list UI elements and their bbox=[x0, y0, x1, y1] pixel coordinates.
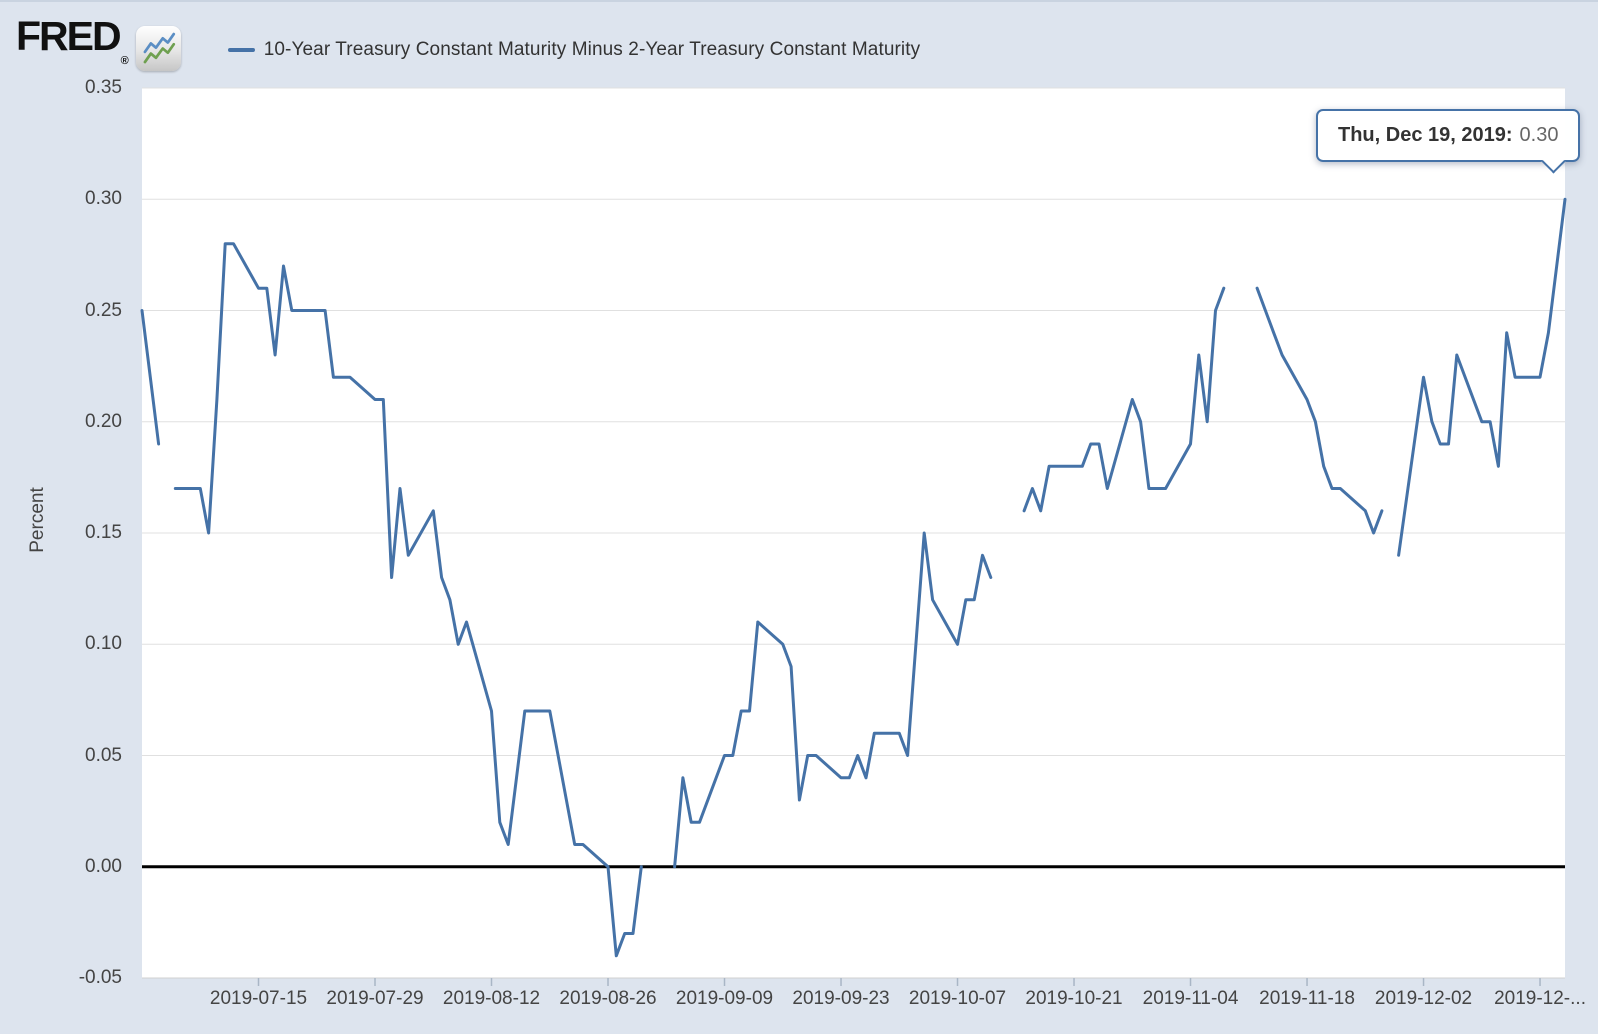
x-tick-label: 2019-12-... bbox=[1494, 988, 1586, 1009]
legend-label: 10-Year Treasury Constant Maturity Minus… bbox=[263, 38, 921, 60]
series-line-segment[interactable] bbox=[173, 242, 643, 958]
legend-item[interactable]: 10-Year Treasury Constant Maturity Minus… bbox=[227, 38, 921, 61]
legend-swatch bbox=[227, 47, 255, 52]
x-tick-label: 2019-10-07 bbox=[908, 988, 1007, 1009]
y-tick-label: 0.30 bbox=[85, 188, 122, 210]
y-tick-label: 0.20 bbox=[85, 410, 122, 432]
y-tick-label: 0.35 bbox=[85, 77, 122, 98]
x-tick-label: 2019-12-02 bbox=[1374, 988, 1473, 1009]
x-tick-label: 2019-11-18 bbox=[1259, 988, 1355, 1009]
x-tick-label: 2019-09-23 bbox=[792, 988, 890, 1009]
x-tick-label: 2019-09-09 bbox=[675, 988, 774, 1009]
y-tick-label: 0.10 bbox=[85, 633, 122, 655]
x-tick-label: 2019-08-12 bbox=[442, 988, 541, 1009]
fred-logo-text: FRED bbox=[16, 13, 122, 59]
y-tick-label: 0.05 bbox=[85, 744, 122, 766]
fred-logo[interactable]: FRED® bbox=[16, 12, 129, 85]
tooltip: Thu, Dec 19, 2019: 0.30 bbox=[1316, 109, 1581, 174]
tooltip-date: Thu, Dec 19, 2019: bbox=[1338, 124, 1513, 146]
header: FRED® 10-Year Treasury Constant Maturity… bbox=[16, 12, 920, 85]
y-tick-label: 0.00 bbox=[85, 855, 122, 877]
y-tick-label: -0.05 bbox=[78, 967, 122, 988]
series-line-segment[interactable] bbox=[1022, 286, 1226, 513]
x-tick-label: 2019-07-29 bbox=[326, 988, 424, 1009]
series-line-segment[interactable] bbox=[673, 531, 993, 869]
y-tick-label: 0.15 bbox=[85, 522, 122, 543]
series-line-segment[interactable] bbox=[1255, 286, 1384, 535]
x-tick-label: 2019-08-26 bbox=[559, 988, 657, 1009]
registered-trademark-icon: ® bbox=[120, 55, 129, 67]
series-line-segment[interactable] bbox=[140, 309, 161, 446]
y-tick-label: 0.25 bbox=[85, 299, 122, 321]
x-tick-label: 2019-11-04 bbox=[1142, 988, 1239, 1009]
series-line-segment[interactable] bbox=[1397, 197, 1567, 557]
x-tick-label: 2019-10-21 bbox=[1025, 988, 1123, 1009]
fred-logo-chart-icon bbox=[135, 26, 181, 71]
x-tick-label: 2019-07-15 bbox=[209, 988, 308, 1009]
tooltip-value: 0.30 bbox=[1519, 124, 1559, 146]
